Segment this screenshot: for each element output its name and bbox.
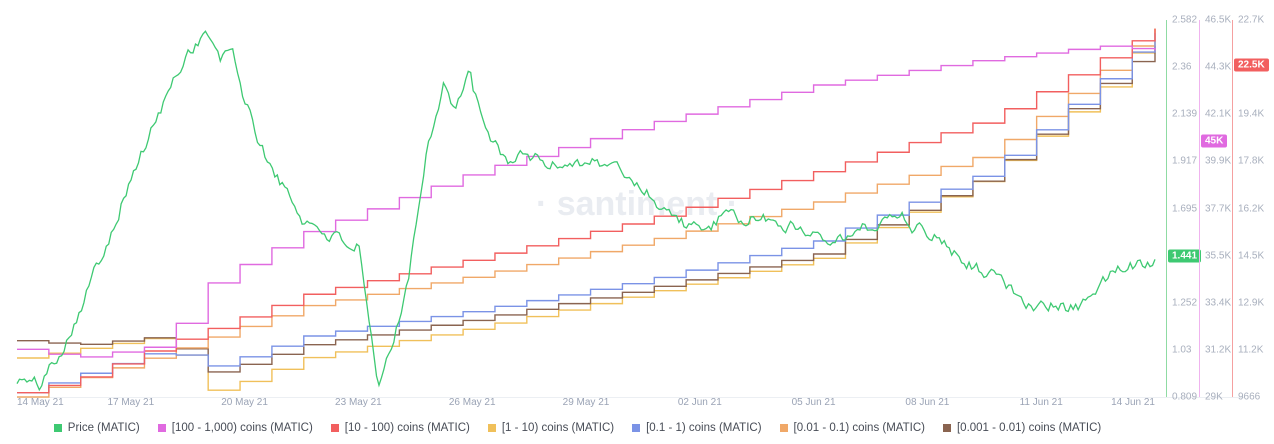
svg-text:26 May 21: 26 May 21 [449, 397, 496, 408]
svg-text:14 May 21: 14 May 21 [17, 397, 64, 408]
svg-text:23 May 21: 23 May 21 [335, 397, 382, 408]
svg-text:20 May 21: 20 May 21 [221, 397, 268, 408]
svg-text:17 May 21: 17 May 21 [107, 397, 154, 408]
svg-text:29 May 21: 29 May 21 [563, 397, 610, 408]
svg-text:05 Jun 21: 05 Jun 21 [792, 397, 836, 408]
svg-text:08 Jun 21: 08 Jun 21 [905, 397, 949, 408]
svg-text:02 Jun 21: 02 Jun 21 [678, 397, 722, 408]
svg-text:11 Jun 21: 11 Jun 21 [1020, 397, 1064, 408]
svg-text:14 Jun 21: 14 Jun 21 [1111, 397, 1155, 408]
svg-text:· santiment ·: · santiment · [536, 185, 738, 223]
